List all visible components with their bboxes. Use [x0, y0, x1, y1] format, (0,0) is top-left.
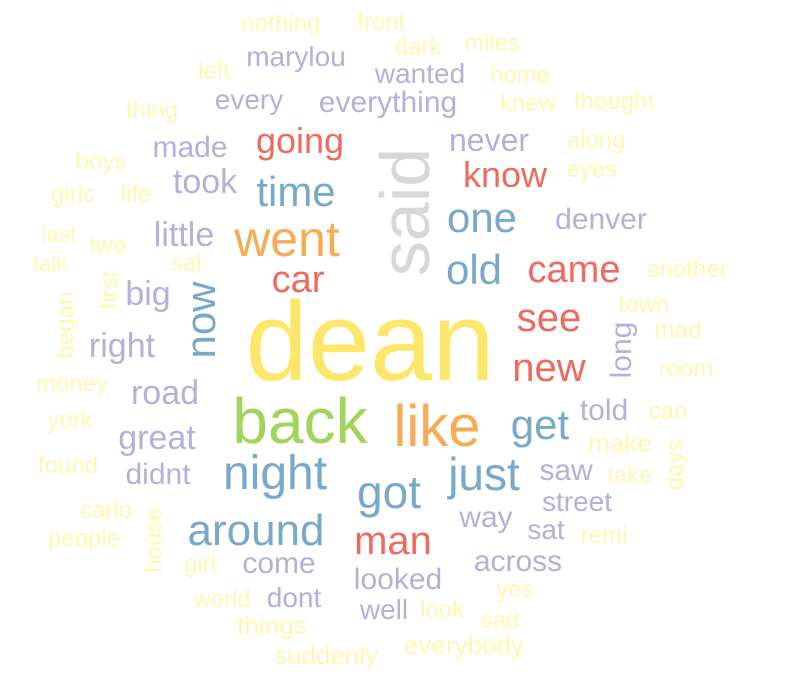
word-began: began [52, 291, 79, 359]
word-first: first [96, 270, 123, 310]
word-man: man [354, 519, 432, 563]
word-money: money [35, 370, 109, 397]
word-right: right [88, 327, 156, 365]
word-time: time [256, 168, 336, 215]
word-night: night [222, 447, 328, 500]
word-house: house [140, 507, 167, 573]
word-take: take [607, 462, 653, 489]
word-carlo: carlo [79, 497, 133, 524]
word-along: along [566, 127, 626, 154]
word-know: know [462, 154, 548, 195]
word-two: two [89, 232, 127, 259]
word-street: street [541, 486, 613, 517]
word-going: going [255, 120, 345, 161]
word-well: well [359, 594, 409, 625]
word-sal: sal [170, 250, 202, 277]
word-make: make [588, 428, 652, 458]
word-days: days [662, 439, 689, 491]
word-like: like [393, 394, 481, 459]
word-dean: dean [245, 279, 495, 404]
word-told: told [579, 394, 629, 427]
word-just: just [448, 448, 520, 500]
word-things: things [237, 610, 307, 640]
word-eyes: eyes [566, 156, 618, 183]
word-across: across [473, 545, 563, 578]
word-town: town [618, 291, 670, 318]
word-little: little [153, 216, 215, 254]
word-get: get [510, 401, 570, 448]
word-york: york [47, 407, 93, 434]
word-every: every [214, 84, 284, 115]
word-girls: girls [50, 181, 96, 208]
word-left: left [197, 58, 231, 85]
word-sad: sad [480, 607, 520, 634]
word-suddenly: suddenly [273, 640, 379, 670]
word-talk: talk [32, 251, 68, 276]
word-see: see [516, 296, 582, 340]
word-knew: knew [499, 90, 557, 117]
word-big: big [125, 275, 171, 313]
word-world: world [193, 586, 251, 613]
word-yes: yes [496, 576, 534, 603]
word-remi: remi [580, 522, 628, 549]
word-another: another [646, 256, 728, 283]
word-dark: dark [394, 34, 442, 61]
word-can: can [648, 398, 688, 425]
word-boys: boys [75, 148, 127, 175]
word-back: back [232, 385, 368, 457]
word-front: front [356, 9, 406, 36]
word-old: old [445, 246, 503, 293]
word-marylou: marylou [246, 41, 346, 72]
word-sat: sat [527, 514, 565, 545]
word-life: life [120, 181, 152, 208]
word-dont: dont [266, 582, 322, 613]
word-made: made [152, 131, 228, 164]
word-didnt: didnt [125, 458, 191, 491]
word-looked: looked [353, 563, 443, 596]
word-miles: miles [463, 30, 521, 57]
word-now: now [177, 281, 224, 359]
word-one: one [446, 194, 518, 241]
word-way: way [459, 501, 513, 534]
word-wanted: wanted [374, 58, 466, 89]
word-came: came [527, 249, 621, 291]
word-mad: mad [654, 317, 702, 344]
word-never: never [448, 122, 530, 158]
word-room: room [658, 355, 714, 382]
word-everybody: everybody [404, 630, 524, 660]
word-found: found [37, 452, 99, 479]
word-new: new [512, 346, 586, 390]
word-girl: girl [183, 551, 217, 578]
word-look: look [419, 596, 465, 623]
word-everything: everything [318, 86, 458, 119]
word-great: great [118, 419, 196, 457]
word-nothing: nothing [241, 10, 321, 37]
word-got: got [357, 466, 421, 518]
word-car: car [271, 259, 325, 301]
word-people: people [47, 525, 121, 552]
word-thought: thought [573, 88, 655, 115]
word-went: went [234, 211, 340, 267]
word-thing: thing [125, 97, 179, 124]
word-road: road [130, 374, 200, 412]
word-around: around [187, 506, 325, 555]
word-took: took [172, 163, 238, 201]
word-saw: saw [539, 454, 593, 487]
word-long: long [605, 321, 638, 379]
word-come: come [242, 547, 316, 580]
word-denver: denver [555, 203, 647, 236]
word-home: home [489, 62, 551, 89]
word-last: last [41, 222, 77, 247]
word-said: said [366, 147, 444, 277]
